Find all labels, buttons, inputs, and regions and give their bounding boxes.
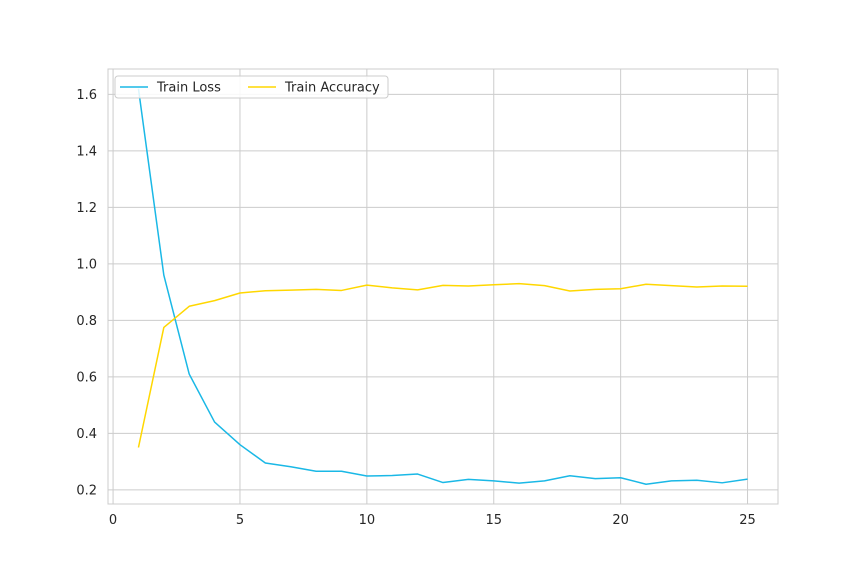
legend-label: Train Loss	[156, 81, 221, 96]
legend: Train Loss Train Accuracy	[114, 75, 389, 99]
x-tick-label: 15	[485, 513, 502, 528]
legend-label: Train Accuracy	[284, 81, 380, 96]
y-tick-label: 0.4	[76, 427, 97, 442]
y-tick-label: 1.6	[76, 88, 97, 103]
x-tick-label: 25	[739, 513, 756, 528]
gridlines	[108, 69, 778, 504]
series-line-0	[137, 88, 748, 485]
x-tick-label: 10	[359, 513, 376, 528]
x-tick-label: 5	[236, 513, 244, 528]
x-axis-ticks: 0 5 10 15 20 25	[109, 513, 756, 528]
x-tick-label: 0	[109, 513, 117, 528]
y-tick-label: 1.0	[76, 257, 97, 272]
series-line-1	[137, 282, 748, 448]
plot-frame	[107, 68, 779, 505]
y-tick-label: 0.2	[76, 483, 97, 498]
y-tick-label: 0.8	[76, 314, 97, 329]
y-tick-label: 1.2	[76, 201, 97, 216]
series-lines	[137, 88, 748, 485]
x-tick-label: 20	[612, 513, 629, 528]
y-tick-label: 0.6	[76, 370, 97, 385]
y-axis-ticks: 0.2 0.4 0.6 0.8 1.0 1.2 1.4 1.6	[76, 88, 97, 498]
y-tick-label: 1.4	[76, 144, 97, 159]
